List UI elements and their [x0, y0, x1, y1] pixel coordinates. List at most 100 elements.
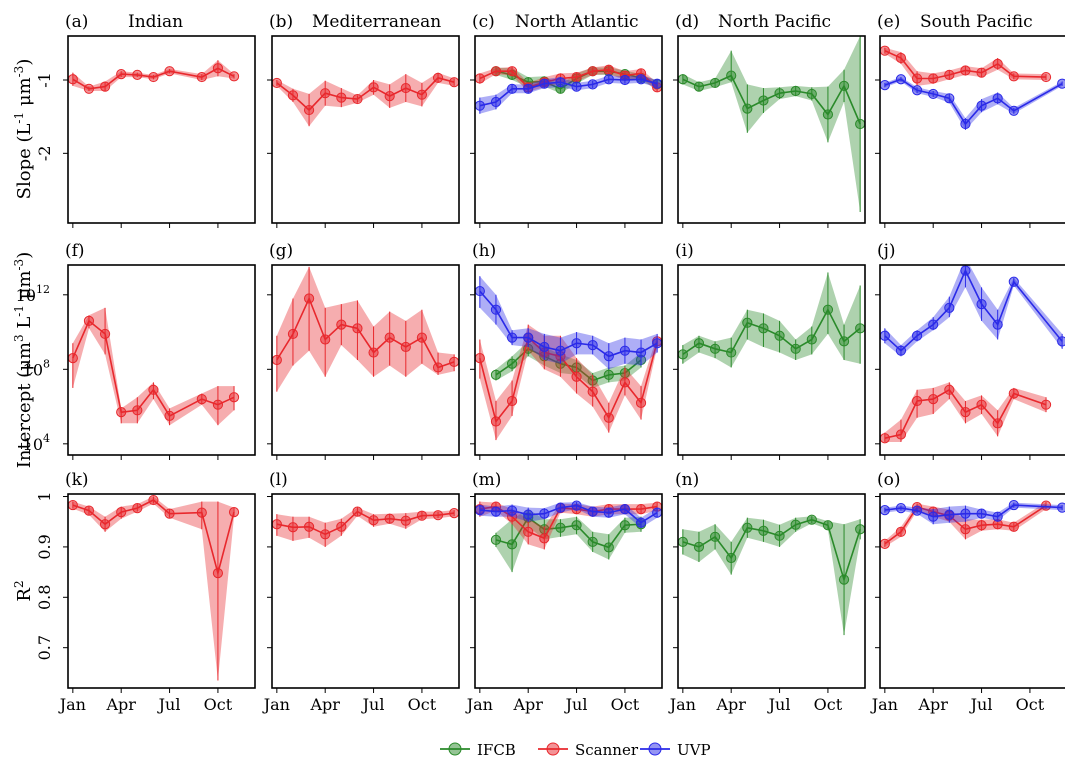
y-tick-label-group: 0.7 — [35, 635, 54, 660]
data-point — [1008, 521, 1019, 532]
data-point — [287, 90, 299, 101]
data-point — [1057, 78, 1065, 89]
panel-frame — [474, 264, 663, 456]
x-tick-label: Oct — [1016, 695, 1045, 714]
x-tick-label: Jul — [969, 695, 993, 714]
row-axis-labels: Slope (L-1 μm-3) Intercept (μm3 L-1 μm-3)… — [12, 59, 35, 602]
data-point — [619, 504, 631, 515]
data-point — [490, 369, 502, 381]
x-tick-label: Apr — [105, 695, 136, 714]
data-point — [1057, 502, 1065, 513]
data-point — [635, 347, 647, 358]
data-point — [726, 552, 737, 564]
data-point — [790, 343, 801, 354]
data-point — [1040, 399, 1052, 410]
x-tick-label: Jul — [564, 695, 588, 714]
legend-item-uvp: UVP — [640, 741, 711, 759]
data-point — [83, 315, 95, 326]
data-point — [148, 384, 159, 395]
data-point — [303, 521, 315, 532]
series-scanner — [272, 266, 459, 392]
data-point — [726, 70, 737, 81]
data-point — [368, 82, 379, 93]
panel-frame — [67, 264, 256, 456]
data-point — [758, 525, 769, 536]
panel-frame — [474, 493, 663, 689]
data-point — [652, 338, 662, 349]
data-point — [1008, 499, 1019, 511]
data-point — [855, 524, 865, 535]
series-uvp — [880, 499, 1065, 525]
y-tick-label-group: -1 — [35, 72, 54, 88]
series-line — [884, 504, 1063, 518]
data-point — [790, 85, 801, 97]
data-point — [806, 88, 817, 100]
data-point — [320, 529, 331, 540]
panel-frame — [67, 493, 256, 689]
panel-g: (g) — [267, 241, 460, 460]
data-point — [336, 319, 347, 330]
panel-title: North Pacific — [718, 12, 831, 32]
data-point — [212, 63, 224, 74]
series-line — [276, 296, 455, 369]
data-point — [928, 88, 939, 100]
y-tick-label: 0.9 — [35, 534, 54, 559]
confidence-band — [72, 307, 234, 426]
data-point — [895, 345, 907, 356]
data-point — [790, 519, 801, 530]
plot-area — [880, 45, 1065, 130]
x-tick-label: Apr — [309, 695, 340, 714]
data-point — [523, 83, 534, 94]
series-line — [72, 319, 235, 417]
data-point — [976, 508, 987, 519]
panel-label: (c) — [472, 12, 495, 32]
data-point — [449, 508, 459, 519]
data-point — [678, 349, 688, 360]
x-tick-label: Apr — [917, 695, 948, 714]
data-point — [1057, 336, 1065, 347]
data-point — [83, 83, 95, 94]
x-tick-label: Jan — [58, 695, 86, 714]
data-point — [287, 522, 299, 533]
data-point — [992, 511, 1003, 522]
data-point — [911, 85, 923, 96]
series-scanner — [68, 307, 240, 426]
data-point — [976, 520, 987, 531]
data-point — [619, 74, 631, 86]
data-point — [336, 92, 347, 103]
x-tick-label: Jan — [870, 695, 898, 714]
data-point — [911, 73, 923, 84]
series-line — [884, 49, 1047, 80]
data-point — [1008, 388, 1019, 399]
plot-area — [475, 276, 662, 441]
data-point — [603, 74, 614, 85]
data-point — [555, 502, 566, 513]
data-point — [678, 74, 688, 85]
series-line — [884, 388, 1047, 439]
legend-label: Scanner — [575, 741, 639, 759]
data-point — [928, 319, 939, 330]
data-point — [475, 100, 485, 111]
data-point — [571, 81, 582, 92]
series-uvp — [475, 276, 662, 370]
data-point — [475, 285, 485, 297]
data-point — [895, 503, 907, 514]
y-tick-label: 1012 — [16, 283, 50, 305]
data-point — [838, 336, 850, 347]
series-line — [72, 67, 235, 90]
data-point — [960, 508, 971, 519]
data-point — [523, 509, 534, 520]
series-line — [72, 499, 235, 577]
confidence-band — [276, 72, 455, 127]
data-point — [164, 410, 175, 421]
data-point — [693, 81, 705, 92]
data-point — [490, 304, 502, 315]
data-point — [944, 302, 955, 313]
panel-label: (h) — [472, 241, 496, 261]
data-point — [742, 103, 753, 114]
data-point — [490, 66, 502, 77]
data-point — [555, 345, 566, 356]
data-point — [384, 332, 395, 343]
data-point — [475, 505, 485, 516]
data-point — [1008, 71, 1019, 82]
